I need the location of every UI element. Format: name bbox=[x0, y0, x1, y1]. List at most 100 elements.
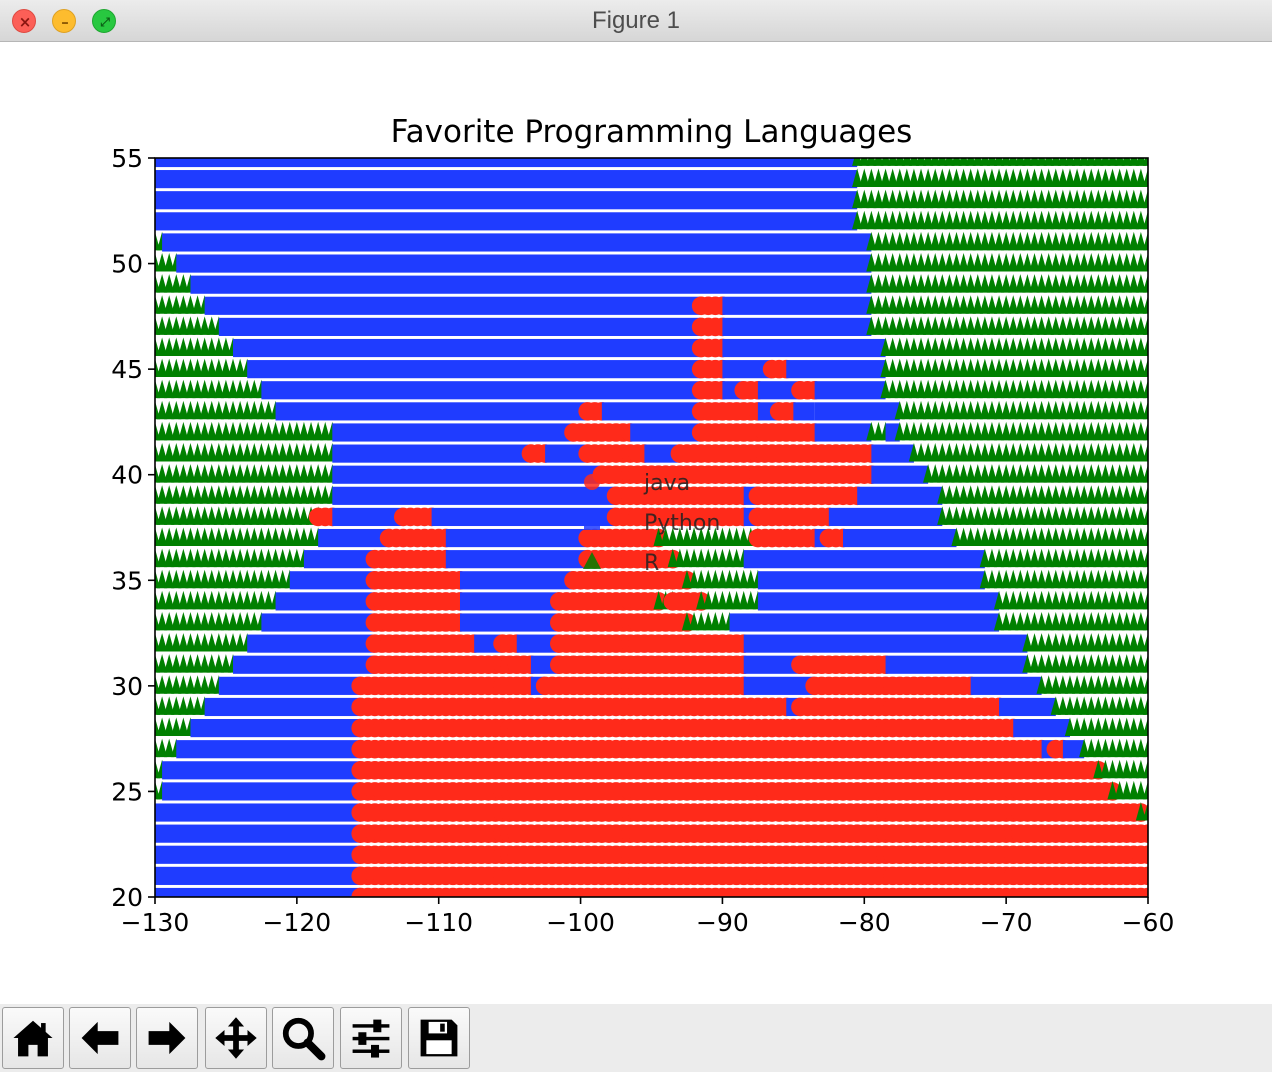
zoom-button[interactable] bbox=[272, 1007, 334, 1069]
r-marker bbox=[993, 611, 1005, 631]
r-marker bbox=[1057, 231, 1068, 251]
r-marker bbox=[894, 253, 905, 272]
r-marker bbox=[965, 527, 976, 546]
r-marker bbox=[1015, 231, 1026, 251]
r-marker bbox=[1086, 464, 1097, 483]
legend-label: Python bbox=[644, 511, 720, 536]
pan-button[interactable] bbox=[205, 1007, 267, 1069]
forward-button[interactable] bbox=[136, 1007, 198, 1069]
r-marker bbox=[937, 295, 948, 314]
r-marker bbox=[1036, 379, 1047, 399]
r-marker bbox=[958, 506, 969, 525]
r-marker bbox=[1142, 358, 1148, 378]
r-marker bbox=[1001, 485, 1012, 504]
r-marker bbox=[979, 506, 990, 525]
r-marker bbox=[681, 569, 693, 589]
r-marker bbox=[915, 316, 927, 335]
r-marker bbox=[235, 358, 246, 378]
r-marker bbox=[1079, 400, 1090, 420]
r-marker bbox=[873, 253, 884, 272]
maximize-window-button[interactable]: ⤢ bbox=[92, 9, 116, 33]
r-marker bbox=[1135, 548, 1147, 568]
r-marker bbox=[1128, 675, 1139, 694]
r-marker bbox=[979, 316, 990, 335]
r-marker bbox=[1079, 590, 1090, 610]
r-marker bbox=[958, 421, 969, 441]
r-marker bbox=[1036, 485, 1047, 504]
configure-subplots-button[interactable] bbox=[340, 1007, 402, 1069]
python-marker bbox=[318, 528, 390, 548]
r-marker bbox=[908, 231, 920, 251]
r-marker bbox=[887, 274, 898, 293]
r-marker bbox=[901, 295, 912, 314]
minimize-window-button[interactable]: – bbox=[52, 9, 76, 33]
r-marker bbox=[178, 633, 189, 652]
python-marker bbox=[459, 613, 560, 632]
r-marker bbox=[1086, 443, 1097, 462]
r-marker bbox=[263, 569, 274, 589]
r-marker bbox=[986, 337, 998, 356]
r-marker bbox=[220, 654, 232, 673]
r-marker bbox=[1142, 548, 1148, 568]
r-marker bbox=[908, 316, 920, 335]
r-marker bbox=[185, 358, 196, 378]
r-marker bbox=[979, 358, 990, 378]
r-marker bbox=[937, 379, 948, 399]
r-marker bbox=[1086, 379, 1097, 399]
r-marker bbox=[993, 421, 1005, 441]
r-marker bbox=[1128, 358, 1139, 378]
r-marker bbox=[1036, 337, 1047, 356]
close-icon: × bbox=[18, 13, 32, 31]
r-marker bbox=[213, 464, 224, 483]
r-marker bbox=[951, 358, 962, 378]
r-marker bbox=[731, 527, 742, 546]
r-marker bbox=[1100, 168, 1111, 188]
r-marker bbox=[1008, 527, 1019, 546]
r-marker bbox=[1135, 527, 1147, 546]
r-marker bbox=[1121, 633, 1132, 652]
r-marker bbox=[156, 527, 168, 546]
r-marker bbox=[1029, 590, 1040, 610]
back-button[interactable] bbox=[69, 1007, 131, 1069]
r-marker bbox=[1057, 506, 1068, 525]
python-marker bbox=[722, 296, 872, 315]
r-marker bbox=[667, 527, 678, 546]
r-marker bbox=[1050, 379, 1061, 399]
save-button[interactable] bbox=[408, 1007, 470, 1069]
r-marker bbox=[1022, 569, 1033, 589]
r-marker bbox=[717, 590, 728, 610]
r-marker bbox=[873, 295, 884, 314]
r-marker bbox=[1022, 464, 1033, 483]
r-marker bbox=[986, 316, 998, 335]
r-marker bbox=[710, 590, 721, 610]
close-window-button[interactable]: × bbox=[12, 9, 36, 33]
r-marker bbox=[1107, 189, 1118, 209]
python-marker bbox=[233, 338, 702, 358]
r-marker bbox=[1135, 759, 1147, 779]
r-marker bbox=[199, 337, 210, 356]
r-marker bbox=[1107, 675, 1118, 694]
python-marker bbox=[814, 381, 886, 400]
r-marker bbox=[1022, 421, 1033, 441]
r-marker bbox=[1093, 379, 1104, 399]
r-marker bbox=[951, 189, 962, 209]
r-marker bbox=[155, 590, 161, 610]
r-marker bbox=[206, 485, 217, 504]
r-marker bbox=[1029, 548, 1040, 568]
r-marker bbox=[185, 696, 196, 715]
r-marker bbox=[320, 485, 331, 504]
r-marker bbox=[256, 464, 267, 483]
y-tick-label: 40 bbox=[111, 461, 143, 490]
r-marker bbox=[930, 274, 941, 293]
r-marker bbox=[192, 379, 203, 399]
python-marker bbox=[332, 507, 404, 527]
home-button[interactable] bbox=[2, 1007, 64, 1069]
r-marker bbox=[185, 527, 196, 546]
r-marker bbox=[1079, 611, 1090, 631]
figure-canvas[interactable]: −130 −120 −110 −100 −90 −80 −70 −60 20 25 30 35 40 45… bbox=[0, 42, 1272, 1004]
r-marker bbox=[930, 443, 941, 462]
r-marker bbox=[305, 443, 317, 462]
r-marker bbox=[1015, 590, 1026, 610]
r-marker bbox=[1142, 464, 1148, 483]
r-marker bbox=[1064, 379, 1076, 399]
